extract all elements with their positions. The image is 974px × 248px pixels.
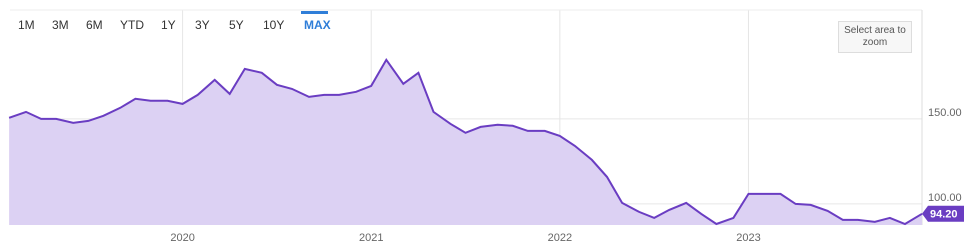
x-tick-label: 2022 <box>548 232 572 244</box>
range-button[interactable]: 3M <box>52 18 69 32</box>
x-tick-label: 2021 <box>359 232 383 244</box>
current-value-label: 94.20 <box>930 209 958 221</box>
range-button[interactable]: 1Y <box>161 18 176 32</box>
y-tick-label: 100.00 <box>928 192 962 204</box>
x-tick-label: 2020 <box>170 232 194 244</box>
range-button[interactable]: 1M <box>18 18 35 32</box>
current-value-tag <box>922 205 964 222</box>
range-button[interactable]: 3Y <box>195 18 210 32</box>
range-button[interactable]: 10Y <box>263 18 284 32</box>
range-button[interactable]: MAX <box>304 18 331 32</box>
range-button[interactable]: 5Y <box>229 18 244 32</box>
range-button[interactable]: 6M <box>86 18 103 32</box>
active-indicator <box>301 11 328 14</box>
line <box>8 57 923 226</box>
range-button[interactable]: YTD <box>120 18 144 32</box>
x-tick-label: 2023 <box>736 232 760 244</box>
area-fill <box>9 59 923 225</box>
zoom-hint[interactable]: Select area to zoom <box>838 21 912 53</box>
y-tick-label: 150.00 <box>928 107 962 119</box>
